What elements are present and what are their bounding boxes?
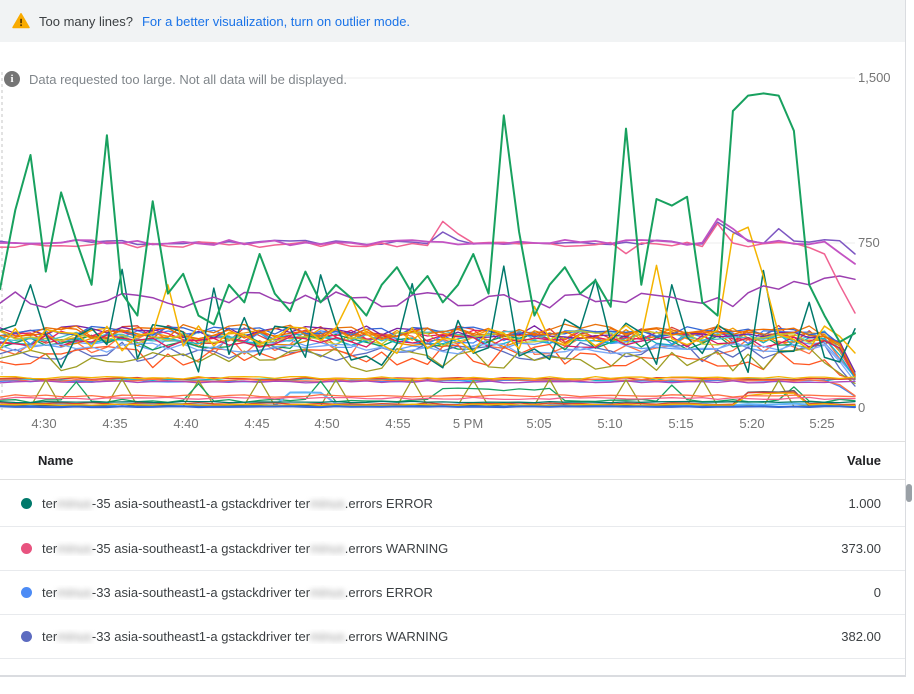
legend-row[interactable]: terminus-33 asia-southeast1-a gstackdriv… [0, 571, 905, 615]
series-name-text: -35 asia-southeast1-a gstackdriver ter [91, 495, 311, 511]
chart-line [0, 220, 856, 314]
chart-line [0, 392, 856, 407]
series-value: 373.00 [841, 541, 881, 556]
legend-row[interactable]: terminus-33 asia-southeast1-a gstackdriv… [0, 615, 905, 659]
chart-line [0, 217, 856, 265]
series-name-text: .errors WARNING [344, 541, 449, 556]
x-tick-label: 5:25 [809, 416, 834, 431]
redacted-text: minus [310, 541, 345, 556]
series-value: 382.00 [841, 629, 881, 644]
series-value: 1.000 [848, 495, 881, 511]
series-name-text: .errors ERROR [344, 495, 433, 511]
x-tick-label: 5:10 [597, 416, 622, 431]
series-name-text: .errors ERROR [344, 585, 433, 600]
redacted-text: minus [57, 495, 92, 511]
series-name-text: -33 asia-southeast1-a gstackdriver ter [91, 629, 311, 644]
series-name: terminus-35 asia-southeast1-a gstackdriv… [42, 496, 433, 511]
chart-line [0, 380, 856, 384]
chart-card: Too many lines? For a better visualizati… [0, 0, 906, 677]
x-tick-label: 4:40 [173, 416, 198, 431]
series-name: terminus-33 asia-southeast1-a gstackdriv… [42, 629, 448, 644]
y-tick-label: 0 [858, 400, 866, 415]
redacted-text: minus [310, 585, 345, 600]
chart-line [0, 375, 856, 380]
series-color-dot [21, 631, 32, 642]
series-name-text: -35 asia-southeast1-a gstackdriver ter [91, 541, 311, 556]
redacted-text: minus [310, 495, 345, 511]
legend-row[interactable]: terminus-35 asia-southeast1-a gstackdriv… [0, 527, 905, 571]
timeseries-chart[interactable]: 4:30 4:35 4:40 4:45 4:50 4:55 5 PM 5:05 5:10 5:15… [0, 66, 905, 438]
redacted-text: minus [57, 585, 92, 600]
chart-line [0, 396, 856, 401]
series-name-text: .errors WARNING [344, 629, 449, 644]
chart-line [0, 343, 856, 381]
x-tick-label: 5:20 [739, 416, 764, 431]
chart-line [0, 334, 856, 377]
notice-text: Data requested too large. Not all data w… [29, 71, 347, 87]
series-name: terminus-35 asia-southeast1-a gstackdriv… [42, 541, 448, 556]
series-name-text: ter [42, 629, 58, 644]
chart-line [0, 275, 856, 309]
series-name-text: -33 asia-southeast1-a gstackdriver ter [91, 585, 311, 600]
redacted-text: minus [57, 629, 92, 644]
x-tick-label: 4:55 [385, 416, 410, 431]
banner-text: Too many lines? [39, 13, 133, 29]
outlier-mode-link[interactable]: For a better visualization, turn on outl… [141, 13, 411, 29]
warning-icon [12, 13, 30, 29]
y-tick-label: 1,500 [858, 70, 891, 85]
chart-line [0, 226, 856, 355]
x-tick-label: 4:50 [314, 416, 339, 431]
legend-table: terminus-35 asia-southeast1-a gstackdriv… [0, 480, 905, 659]
value-column-header: Value [847, 453, 881, 468]
chart-line [0, 327, 856, 378]
data-truncated-notice: i Data requested too large. Not all data… [4, 71, 347, 87]
outlier-banner: Too many lines? For a better visualizati… [0, 0, 905, 42]
chart-line [0, 379, 856, 397]
x-tick-label: 4:45 [244, 416, 269, 431]
chart-line [0, 265, 856, 374]
redacted-text: minus [310, 629, 345, 644]
series-name-text: ter [42, 585, 58, 600]
chart-line [0, 405, 856, 409]
x-tick-label: 5:05 [526, 416, 551, 431]
name-column-header: Name [38, 453, 74, 468]
series-name: terminus-33 asia-southeast1-a gstackdriv… [42, 585, 433, 600]
legend-footer [0, 659, 905, 677]
chart-line [0, 329, 856, 376]
chart-area[interactable]: 4:30 4:35 4:40 4:45 4:50 4:55 5 PM 5:05 5:10 5:15… [0, 42, 905, 442]
info-icon: i [4, 71, 20, 87]
series-color-dot [21, 543, 32, 554]
x-tick-label: 4:30 [31, 416, 56, 431]
series-color-dot [21, 587, 32, 598]
legend-row[interactable]: terminus-35 asia-southeast1-a gstackdriv… [0, 480, 905, 527]
x-tick-label: 4:35 [102, 416, 127, 431]
series-value: 0 [873, 585, 881, 600]
y-tick-label: 750 [858, 235, 880, 250]
x-tick-label: 5 PM [453, 416, 483, 431]
series-name-text: ter [42, 495, 58, 511]
chart-line [0, 380, 856, 404]
legend-header: Name Value [0, 442, 905, 480]
scrollbar-thumb[interactable] [906, 484, 912, 502]
chart-line [0, 221, 856, 255]
series-color-dot [21, 497, 32, 509]
chart-line [0, 92, 856, 343]
chart-line [0, 393, 856, 398]
x-tick-label: 5:15 [668, 416, 693, 431]
series-name-text: ter [42, 541, 58, 556]
chart-line [0, 400, 856, 404]
redacted-text: minus [57, 541, 92, 556]
